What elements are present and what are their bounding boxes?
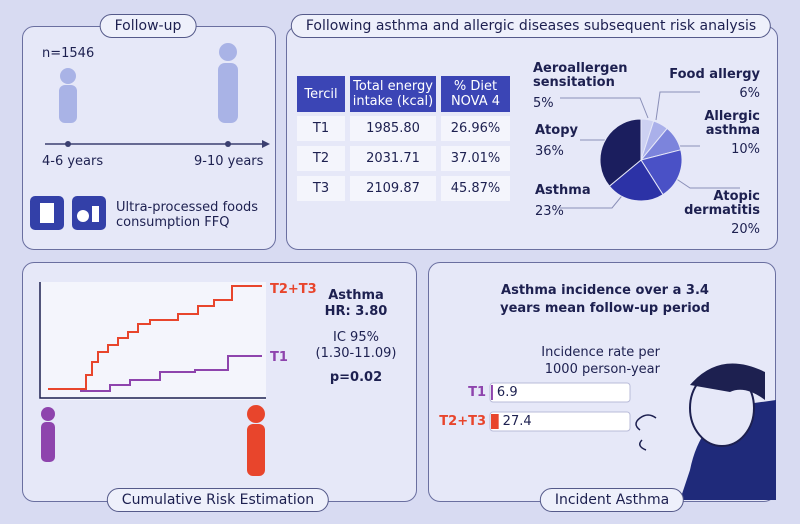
pie-label: Allergic asthma [704,109,760,138]
age-label: 9-10 years [194,154,264,169]
icon [92,206,99,222]
icon [40,203,54,223]
ffq-label: Ultra-processed foods consumption FFQ [116,200,259,230]
icon [72,196,106,230]
table-cell: 2109.87 [350,176,436,201]
pie-label: Atopy [535,123,578,138]
bar-value-label: 27.4 [502,414,532,429]
ci: (1.30-11.09) [315,346,397,361]
chart-title: Asthma incidence over a 3.4 years mean f… [500,283,710,316]
bar-frame [489,382,631,403]
pie-value-label: 6% [739,86,760,101]
pie-value-label: 5% [533,96,554,111]
table-cell: T3 [297,176,345,201]
pie-label: Aeroallergen sensitation [533,61,628,90]
pie-value-label: 23% [535,204,564,219]
hr: HR: 3.80 [324,304,388,319]
bar [491,414,499,429]
table-cell: 1985.80 [350,116,436,141]
table-cell: 2031.71 [350,146,436,171]
bar-category: T2+T3 [439,414,486,429]
icon [77,210,89,222]
table-header: Tercil [297,76,345,112]
table-cell: 45.87% [441,176,510,201]
pie-value-label: 36% [535,144,564,159]
table-header: % Diet NOVA 4 [441,76,510,112]
p-value: p=0.02 [329,370,383,385]
panel-title: Follow-up [99,14,197,38]
pie-label: Food allergy [669,67,760,82]
person [635,363,776,500]
bar-value-label: 6.9 [496,385,518,400]
pie-slice [599,118,642,187]
table-cell: T2 [297,146,345,171]
dot [65,141,71,147]
axis-label: Incidence rate per 1000 person-year [541,345,660,377]
arrow [262,140,270,148]
pie-value-label: 10% [731,142,760,157]
curve [80,355,262,392]
sample-size: n=1546 [42,46,95,61]
child-icons [59,43,238,123]
panel-title: Following asthma and allergic diseases s… [290,14,772,38]
child-icon [41,407,55,462]
pie-slice [640,149,683,196]
curve-label: T1 [270,350,288,365]
table-cell: 37.01% [441,146,510,171]
table-cell: T1 [297,116,345,141]
pie-value-label: 20% [731,222,760,237]
panel [22,26,276,250]
panel-title: Cumulative Risk Estimation [106,488,330,512]
curve-label: T2+T3 [270,282,317,297]
outcome: Asthma [328,288,384,303]
curve [48,285,262,390]
child-icon [247,405,265,476]
bar-frame [489,411,631,432]
table-header: Total energy intake (kcal) [350,76,436,112]
axes [39,282,266,399]
pie-slice [608,159,664,202]
ci-label: IC 95% [333,330,379,345]
dot [225,141,231,147]
bar [491,385,493,400]
age-label: 4-6 years [42,154,104,169]
panel-title: Incident Asthma [539,488,685,512]
bar-category: T1 [468,385,486,400]
hr-outcome: Asthma [312,288,400,303]
pie-label: Atopic dermatitis [684,189,760,218]
table-cell: 26.96% [441,116,510,141]
pie-label: Asthma [535,183,591,198]
